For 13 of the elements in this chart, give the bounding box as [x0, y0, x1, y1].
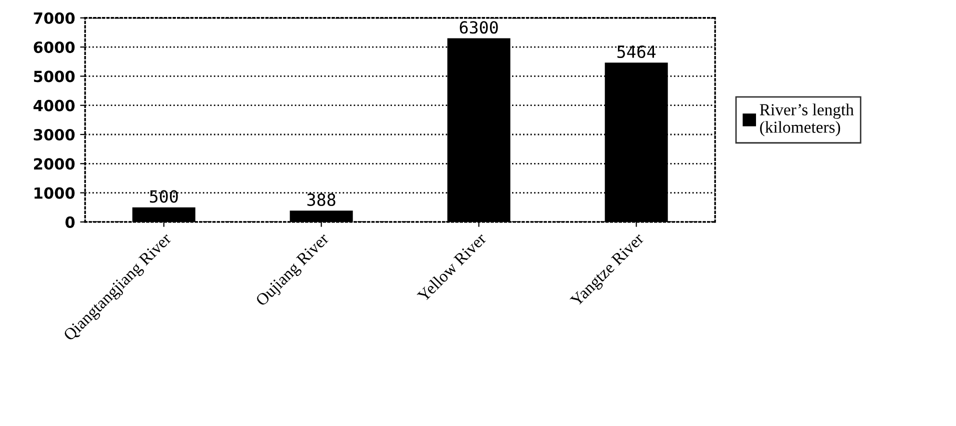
y-tick-label: 1000 [34, 187, 75, 199]
data-label: 5464 [617, 45, 656, 58]
y-tick-label: 6000 [34, 42, 75, 54]
y-tick-label: 7000 [34, 12, 75, 24]
y-tick-label: 0 [65, 216, 75, 228]
y-tick-label: 3000 [34, 128, 75, 141]
y-tick-label: 4000 [34, 100, 75, 112]
data-label: 6300 [460, 21, 498, 34]
data-label: 388 [307, 193, 336, 206]
legend-label: River’s length (kilometers) [760, 104, 854, 136]
y-tick-label: 5000 [34, 70, 75, 82]
data-label: 500 [150, 190, 178, 203]
y-tick-label: 2000 [34, 158, 75, 170]
